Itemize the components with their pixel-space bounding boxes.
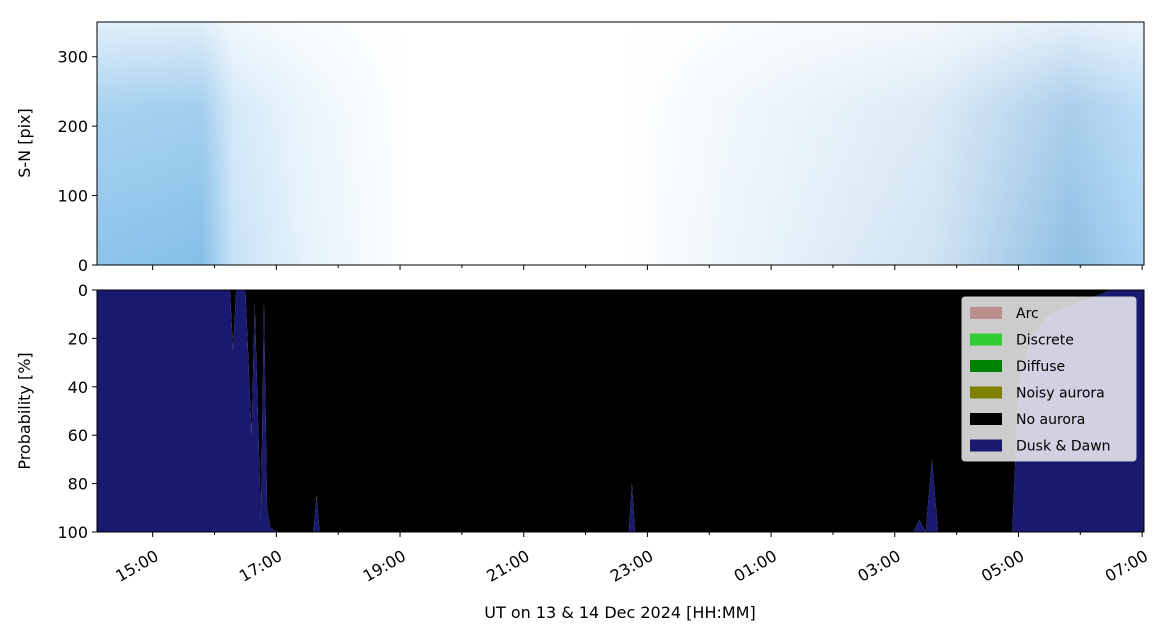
y-axis-label: Probability [%] <box>15 352 34 469</box>
legend-label: Dusk & Dawn <box>1016 439 1111 455</box>
x-tick-label: 07:00 <box>1102 546 1151 586</box>
y-tick-label: 0 <box>78 281 88 300</box>
x-tick-label: 05:00 <box>978 546 1027 586</box>
x-tick-label: 15:00 <box>112 546 161 586</box>
legend-label: No aurora <box>1016 412 1085 428</box>
y-tick-label: 300 <box>57 48 88 67</box>
y-tick-label: 200 <box>57 117 88 136</box>
y-tick-label: 100 <box>57 187 88 206</box>
x-tick-label: 01:00 <box>731 546 780 586</box>
legend-label: Diffuse <box>1016 359 1065 375</box>
legend-swatch <box>970 439 1002 452</box>
y-tick-label: 80 <box>68 475 88 494</box>
y-axis-label: S-N [pix] <box>15 108 34 178</box>
legend-label: Arc <box>1016 306 1039 322</box>
axes-frame <box>96 289 1145 533</box>
area <box>97 290 1144 532</box>
area <box>97 290 1144 532</box>
x-tick-label: 19:00 <box>360 546 409 586</box>
x-axis-label: UT on 13 & 14 Dec 2024 [HH:MM] <box>484 603 755 622</box>
x-tick-label: 23:00 <box>607 546 656 586</box>
y-tick-label: 60 <box>68 426 88 445</box>
legend-label: Noisy aurora <box>1016 386 1105 402</box>
legend-swatch <box>970 333 1002 346</box>
y-tick-label: 0 <box>78 256 88 275</box>
keogram-shade <box>97 22 1144 265</box>
axes-frame <box>96 21 1145 266</box>
x-tick-label: 03:00 <box>854 546 903 586</box>
keogram-panel: S-N [pix] 0 100 200 300 <box>15 21 1145 275</box>
x-tick-label: 21:00 <box>483 546 532 586</box>
legend-swatch <box>970 413 1002 425</box>
x-tick-label: 17:00 <box>236 546 285 586</box>
probability-panel: Probability [%] UT on 13 & 14 Dec 2024 [… <box>15 281 1151 622</box>
legend-swatch <box>970 307 1002 319</box>
legend: Arc Discrete Diffuse Noisy aurora No aurora D… <box>961 296 1137 462</box>
legend-swatch <box>970 360 1002 372</box>
y-tick-label: 40 <box>68 378 88 397</box>
legend-label: Discrete <box>1016 333 1074 349</box>
y-tick-label: 100 <box>57 523 88 542</box>
y-tick-label: 20 <box>68 329 88 348</box>
legend-box <box>961 296 1137 462</box>
legend-swatch <box>970 386 1002 399</box>
